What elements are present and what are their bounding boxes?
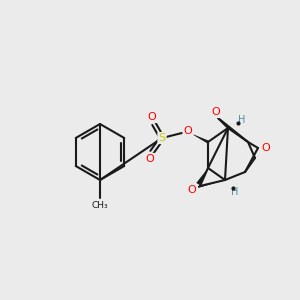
Text: O: O <box>184 126 192 136</box>
Text: O: O <box>212 107 220 117</box>
Text: O: O <box>262 143 270 153</box>
Text: O: O <box>146 154 154 164</box>
Polygon shape <box>198 180 225 188</box>
Text: H: H <box>238 115 246 125</box>
Text: H: H <box>231 187 239 197</box>
Polygon shape <box>190 133 209 143</box>
Text: O: O <box>188 185 196 195</box>
Text: CH₃: CH₃ <box>92 202 108 211</box>
Polygon shape <box>196 168 208 185</box>
Text: S: S <box>158 133 166 143</box>
Text: O: O <box>148 112 156 122</box>
